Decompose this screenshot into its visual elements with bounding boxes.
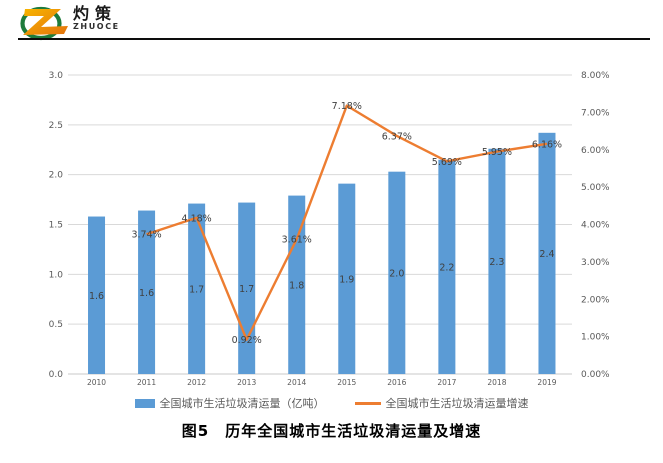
- legend-item-line-series: 全国城市生活垃圾清运量增速: [354, 395, 529, 411]
- growth-line: [146, 104, 548, 341]
- left-axis-tick-label: 1.5: [49, 221, 63, 231]
- bar: [538, 132, 556, 374]
- line-data-label: 3.61%: [282, 235, 312, 246]
- left-axis-tick-label: 3.0: [49, 71, 64, 81]
- x-axis-tick-label: 2013: [237, 378, 256, 387]
- bar-data-label: 1.6: [139, 288, 154, 299]
- chart-legend: 全国城市生活垃圾清运量（亿吨） 全国城市生活垃圾清运量增速: [0, 395, 663, 411]
- line-series-swatch-icon: [354, 401, 381, 405]
- bar: [488, 148, 506, 374]
- right-axis-tick-label: 1.00%: [581, 333, 610, 343]
- bar: [438, 159, 456, 374]
- bar-data-label: 1.9: [339, 274, 354, 285]
- x-axis-tick-label: 2017: [437, 378, 456, 387]
- line-data-label: 7.18%: [332, 101, 362, 112]
- line-data-label: 5.95%: [482, 147, 512, 158]
- left-axis-tick-label: 2.5: [49, 121, 63, 131]
- bar-series-swatch-icon: [134, 398, 155, 408]
- bar-data-label: 1.7: [239, 284, 254, 295]
- figure-caption: 图5 历年全国城市生活垃圾清运量及增速: [181, 422, 482, 440]
- header-divider: [18, 38, 650, 40]
- bar-data-label: 2.3: [489, 257, 504, 268]
- bar-data-label: 1.6: [89, 291, 104, 302]
- right-axis-tick-label: 6.00%: [581, 146, 610, 156]
- right-axis-tick-label: 5.00%: [581, 183, 610, 193]
- left-axis-tick-label: 2.0: [49, 171, 64, 181]
- bar: [288, 195, 306, 374]
- line-data-label: 6.16%: [532, 139, 562, 150]
- bar-data-label: 2.0: [389, 268, 404, 279]
- bar: [388, 171, 406, 374]
- bar: [138, 210, 156, 374]
- bar-data-label: 2.4: [539, 249, 554, 260]
- x-axis-tick-label: 2014: [287, 378, 306, 387]
- line-data-label: 3.74%: [131, 230, 161, 241]
- x-axis-tick-label: 2018: [487, 378, 506, 387]
- bar-data-label: 2.2: [439, 262, 454, 273]
- line-data-label: 0.92%: [232, 335, 262, 346]
- right-axis-tick-label: 4.00%: [581, 221, 610, 231]
- bar-data-label: 1.7: [189, 284, 204, 295]
- line-data-label: 5.69%: [432, 157, 462, 168]
- logo-name-en: ZHUOCE: [73, 22, 120, 31]
- zhuoce-logo-text: 灼策 ZHUOCE: [73, 5, 120, 32]
- right-axis-tick-label: 8.00%: [581, 71, 610, 81]
- bar: [188, 203, 206, 374]
- right-axis-tick-label: 0.00%: [581, 370, 610, 380]
- legend-item-bar-series: 全国城市生活垃圾清运量（亿吨）: [134, 395, 325, 411]
- x-axis-tick-label: 2010: [87, 378, 106, 387]
- line-series-label: 全国城市生活垃圾清运量增速: [385, 397, 529, 410]
- line-data-label: 6.37%: [382, 131, 412, 142]
- x-axis-tick-label: 2012: [187, 378, 206, 387]
- logo-name-cn: 灼策: [73, 4, 118, 23]
- right-axis-tick-label: 7.00%: [581, 108, 610, 118]
- x-axis-tick-label: 2019: [537, 378, 556, 387]
- left-axis-tick-label: 1.0: [49, 270, 64, 280]
- right-axis-tick-label: 2.00%: [581, 295, 610, 305]
- line-data-label: 4.18%: [182, 213, 212, 224]
- left-axis-tick-label: 0.5: [49, 320, 63, 330]
- x-axis-tick-label: 2011: [137, 378, 156, 387]
- left-axis-tick-label: 0.0: [49, 370, 64, 380]
- bar: [338, 183, 356, 374]
- right-axis-tick-label: 3.00%: [581, 258, 610, 268]
- bar-series-label: 全国城市生活垃圾清运量（亿吨）: [159, 397, 325, 410]
- bar-data-label: 1.8: [289, 280, 304, 291]
- bar: [88, 216, 106, 374]
- x-axis-tick-label: 2015: [337, 378, 356, 387]
- x-axis-tick-label: 2016: [387, 378, 406, 387]
